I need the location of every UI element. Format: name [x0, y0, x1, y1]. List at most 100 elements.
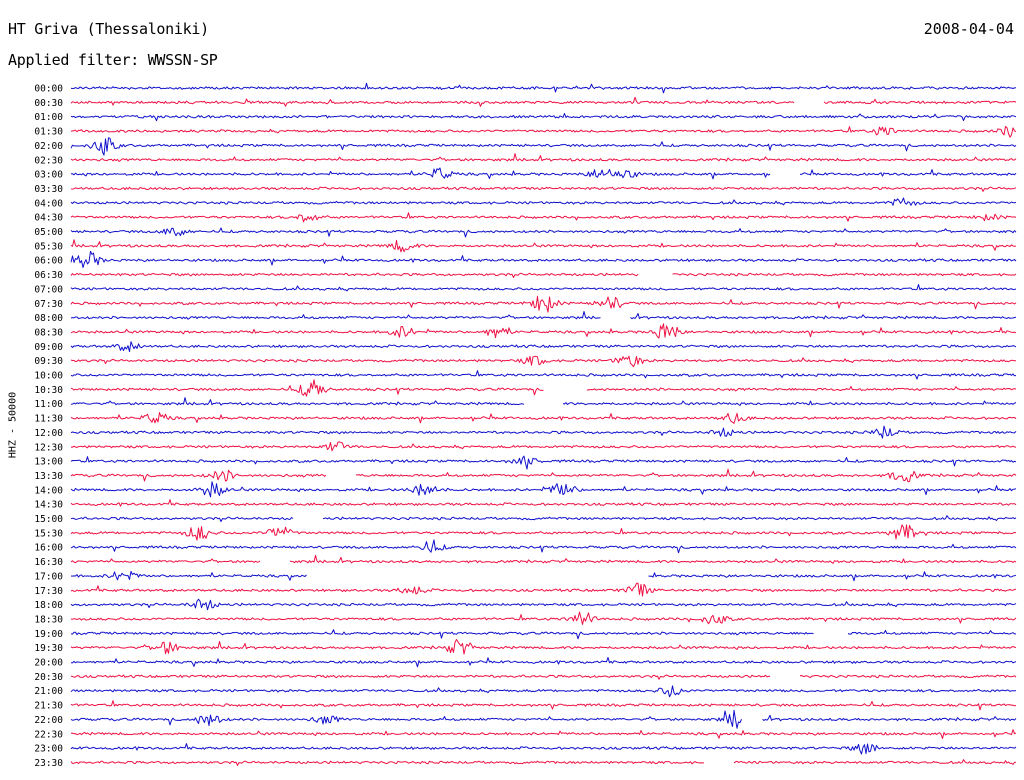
- trace-0130: [70, 126, 1017, 138]
- time-tick-label: 00:00: [34, 84, 63, 95]
- trace-1430: [70, 499, 1017, 507]
- time-tick-label: 22:00: [34, 715, 63, 726]
- trace-0500: [70, 227, 1017, 238]
- time-tick-label: 09:30: [34, 356, 63, 367]
- trace-1500: [70, 515, 1017, 522]
- time-tick-label: 07:00: [34, 284, 63, 295]
- trace-0530: [70, 239, 1017, 253]
- trace-1100: [70, 397, 1017, 406]
- trace-0230: [70, 153, 1017, 162]
- trace-0930: [70, 355, 1017, 368]
- time-tick-label: 14:30: [34, 500, 63, 511]
- trace-1600: [70, 539, 1017, 554]
- trace-0800: [70, 311, 1017, 320]
- time-tick-label: 08:00: [34, 313, 63, 324]
- time-tick-label: 01:30: [34, 127, 63, 138]
- time-tick-label: 11:30: [34, 414, 63, 425]
- trace-1700: [70, 570, 1017, 582]
- time-tick-label: 16:00: [34, 543, 63, 554]
- trace-1800: [70, 598, 1017, 611]
- trace-1230: [70, 441, 1017, 452]
- trace-0330: [70, 186, 1017, 192]
- trace-1200: [70, 425, 1017, 439]
- trace-1130: [70, 412, 1017, 424]
- trace-1030: [70, 379, 1017, 397]
- time-tick-label: 16:30: [34, 557, 63, 568]
- trace-0400: [70, 197, 1017, 206]
- trace-2200: [70, 709, 1017, 729]
- trace-0000: [70, 82, 1017, 94]
- time-tick-label: 07:30: [34, 299, 63, 310]
- time-tick-label: 09:00: [34, 342, 63, 353]
- trace-0630: [70, 272, 1017, 278]
- time-tick-label: 23:00: [34, 744, 63, 755]
- time-tick-label: 10:30: [34, 385, 63, 396]
- record-date: 2008-04-04: [923, 20, 1014, 38]
- trace-2030: [70, 674, 1017, 680]
- time-tick-label: 04:00: [34, 198, 63, 209]
- time-tick-label: 02:00: [34, 141, 63, 152]
- time-tick-label: 18:30: [34, 614, 63, 625]
- time-tick-label: 11:00: [34, 399, 63, 410]
- time-tick-label: 03:30: [34, 184, 63, 195]
- time-tick-label: 14:00: [34, 485, 63, 496]
- time-tick-label: 19:00: [34, 629, 63, 640]
- trace-1900: [70, 629, 1016, 640]
- time-tick-label: 19:30: [34, 643, 63, 654]
- trace-2230: [70, 729, 1017, 739]
- trace-1930: [70, 639, 1017, 655]
- trace-0730: [70, 295, 1017, 313]
- time-tick-label: 05:30: [34, 241, 63, 252]
- time-tick-label: 06:30: [34, 270, 63, 281]
- trace-2000: [70, 657, 1017, 668]
- time-tick-label: 10:00: [34, 371, 63, 382]
- trace-0200: [70, 137, 1017, 156]
- time-tick-label: 12:00: [34, 428, 63, 439]
- trace-1400: [70, 481, 1017, 498]
- time-tick-label: 22:30: [34, 729, 63, 740]
- time-tick-label: 04:30: [34, 213, 63, 224]
- station-title: HT Griva (Thessaloniki): [8, 20, 209, 38]
- time-tick-label: 03:00: [34, 170, 63, 181]
- trace-1630: [70, 554, 1017, 564]
- time-tick-label: 08:30: [34, 327, 63, 338]
- time-tick-label: 20:30: [34, 672, 63, 683]
- trace-2330: [70, 759, 1017, 766]
- trace-2300: [70, 743, 1017, 755]
- time-tick-label: 18:00: [34, 600, 63, 611]
- trace-0300: [70, 167, 1017, 180]
- trace-2130: [70, 700, 1017, 711]
- trace-1530: [70, 524, 1017, 541]
- trace-1000: [70, 370, 1017, 380]
- trace-0430: [70, 212, 1017, 223]
- time-tick-label: 13:30: [34, 471, 63, 482]
- time-tick-label: 17:00: [34, 571, 63, 582]
- time-tick-label: 06:00: [34, 256, 63, 267]
- time-tick-label: 21:30: [34, 701, 63, 712]
- trace-0600: [70, 250, 1017, 268]
- time-tick-label: 05:00: [34, 227, 63, 238]
- time-tick-label: 23:30: [34, 758, 63, 769]
- trace-1830: [70, 611, 1017, 625]
- trace-1330: [70, 468, 1017, 483]
- time-tick-label: 02:30: [34, 155, 63, 166]
- filter-label: Applied filter: WWSSN-SP: [8, 51, 218, 69]
- trace-1300: [70, 455, 1017, 470]
- time-tick-label: 00:30: [34, 98, 63, 109]
- trace-0830: [70, 323, 1017, 339]
- trace-0100: [70, 113, 1017, 122]
- time-tick-label: 13:00: [34, 457, 63, 468]
- trace-0900: [70, 341, 1017, 353]
- trace-0700: [70, 284, 1017, 292]
- time-tick-label: 15:00: [34, 514, 63, 525]
- time-tick-label: 21:00: [34, 686, 63, 697]
- time-tick-label: 20:00: [34, 658, 63, 669]
- time-tick-label: 15:30: [34, 528, 63, 539]
- time-tick-label: 01:00: [34, 112, 63, 123]
- trace-0030: [70, 96, 1017, 107]
- time-tick-label: 17:30: [34, 586, 63, 597]
- trace-2100: [70, 685, 1017, 698]
- time-tick-label: 12:30: [34, 442, 63, 453]
- trace-1730: [70, 582, 1017, 597]
